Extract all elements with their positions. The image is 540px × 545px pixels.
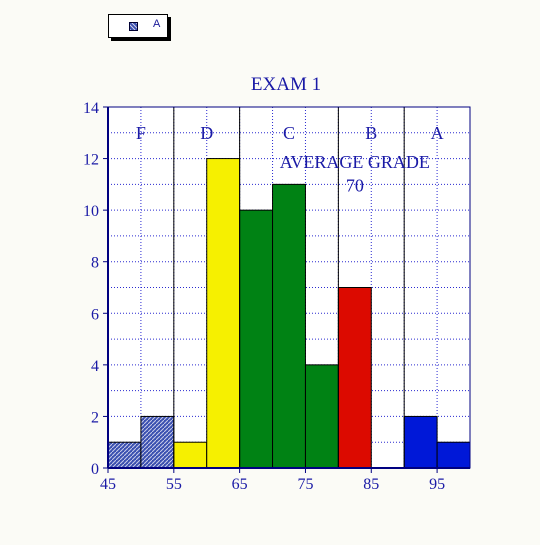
legend-label: A — [153, 18, 161, 30]
bar — [337, 287, 372, 469]
bar — [140, 415, 175, 469]
average-grade-label: AVERAGE GRADE — [280, 152, 430, 172]
average-grade-value: 70 — [346, 175, 364, 195]
y-tick-label: 6 — [91, 306, 99, 323]
bar — [403, 415, 438, 469]
x-tick-label: 85 — [363, 476, 379, 493]
grade-label: A — [431, 123, 444, 143]
bar — [436, 441, 471, 469]
grade-boundaries — [173, 107, 405, 468]
y-tick-label: 10 — [83, 203, 99, 220]
grade-label: C — [283, 123, 295, 143]
legend-swatch — [129, 22, 138, 31]
x-tick-label: 45 — [100, 476, 116, 493]
bar — [206, 158, 241, 469]
grade-label: D — [200, 123, 213, 143]
bar — [173, 441, 208, 469]
axes: 0 2 4 6 8 10 12 14 45 55 65 75 85 95 — [83, 100, 471, 493]
bar — [107, 441, 142, 469]
y-tick-label: 12 — [83, 152, 99, 169]
y-tick-label: 2 — [91, 409, 99, 426]
chart-title: EXAM 1 — [251, 74, 321, 95]
grade-label: F — [136, 123, 146, 143]
bar — [304, 364, 339, 469]
x-tick-label: 65 — [232, 476, 248, 493]
bar — [272, 183, 306, 469]
average-annotation: AVERAGE GRADE 70 — [280, 152, 430, 195]
y-tick-label: 8 — [91, 255, 99, 272]
bar — [239, 209, 274, 469]
legend: A — [108, 14, 168, 38]
y-tick-label: 0 — [91, 461, 99, 478]
x-tick-label: 95 — [429, 476, 445, 493]
x-tick-label: 75 — [297, 476, 313, 493]
y-tick-label: 4 — [91, 358, 99, 375]
x-tick-label: 55 — [166, 476, 182, 493]
grade-label: B — [365, 123, 377, 143]
y-tick-label: 14 — [83, 100, 99, 117]
